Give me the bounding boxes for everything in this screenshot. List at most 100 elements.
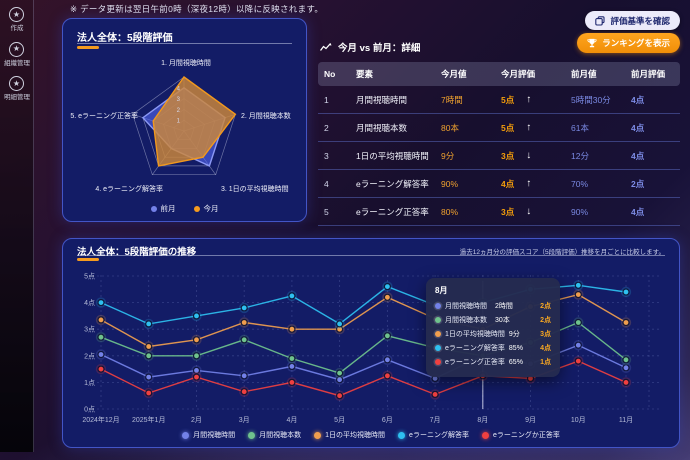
data-point[interactable] [240, 318, 248, 327]
data-point[interactable] [622, 364, 630, 372]
data-point[interactable] [383, 372, 391, 380]
data-point[interactable] [622, 288, 630, 296]
trend-down-icon: ↓ [526, 206, 532, 217]
data-point[interactable] [431, 390, 439, 398]
data-point[interactable] [97, 316, 105, 324]
data-point[interactable] [383, 293, 391, 301]
data-point[interactable] [288, 354, 296, 363]
x-axis-label: 11月 [619, 416, 633, 424]
data-point[interactable] [288, 292, 296, 300]
ranking-button[interactable]: ランキングを表示 [577, 33, 680, 53]
radar-ring-label: 4 [177, 86, 181, 92]
row-element: 月間視聴時間 [356, 94, 408, 105]
data-point[interactable] [622, 318, 630, 327]
data-point[interactable] [622, 356, 630, 364]
row-current-value: 9分 [441, 150, 455, 161]
data-point[interactable] [145, 373, 153, 381]
data-point[interactable] [240, 388, 248, 396]
star-circle-icon: ★ [9, 41, 24, 57]
star-circle-icon: ★ [9, 7, 24, 22]
trend-legend-item-eラーニング解答率[interactable]: eラーニング解答率 [398, 430, 469, 440]
data-point[interactable] [288, 362, 296, 371]
trend-panel-subtitle: 過去12ヵ月分の評価スコア（5段階評価）推移を月ごとに比較します。 [459, 249, 665, 256]
radar-legend-item-今月[interactable]: 今月 [193, 203, 219, 214]
data-point[interactable] [574, 291, 582, 299]
row-prev-value: 70% [571, 178, 589, 189]
data-point[interactable] [192, 336, 201, 344]
trend-legend-item-月間視聴時間[interactable]: 月間視聴時間 [182, 430, 235, 440]
data-point[interactable] [288, 325, 296, 333]
row-current-value: 90% [441, 178, 459, 189]
table-row: 4 eラーニング解答率 90% 4点 ↑ 70% 2点 [318, 170, 680, 198]
data-point[interactable] [622, 378, 630, 387]
x-axis-label: 2025年1月 [132, 415, 165, 424]
tooltip-row: 月間視聴時間 2時間 2点 [435, 301, 551, 311]
sidebar-item-明細管理[interactable]: ★ 明細管理 [0, 76, 33, 102]
title-accent-bar [77, 46, 99, 49]
row-no: 5 [324, 206, 329, 217]
ranking-button-label: ランキングを表示 [602, 38, 670, 48]
data-point[interactable] [240, 372, 248, 380]
data-point[interactable] [97, 350, 105, 359]
y-axis-label: 1点 [84, 379, 95, 387]
row-current-value: 80% [441, 206, 459, 217]
trend-legend-item-月間視聴本数[interactable]: 月間視聴本数 [248, 430, 301, 440]
data-point[interactable] [192, 312, 201, 320]
data-point[interactable] [145, 320, 153, 328]
row-prev-score: 4点 [631, 94, 645, 105]
tooltip-series-label: 月間視聴時間 [445, 303, 487, 310]
data-point[interactable] [574, 318, 582, 327]
score-value: 4点 [501, 178, 515, 189]
tooltip-series-label: 月間視聴本数 [445, 317, 487, 324]
data-point[interactable] [97, 298, 105, 307]
tooltip-score: 2点 [540, 303, 551, 310]
legend-label: 月間視聴時間 [193, 432, 236, 439]
data-point[interactable] [336, 392, 344, 400]
data-point[interactable] [383, 356, 391, 364]
row-element: 1日の平均視聴時間 [356, 150, 429, 161]
trend-down-icon: ↓ [526, 150, 532, 161]
comparison-table: No 要素 今月値 今月評価 前月値 前月評価 1 月間視聴時間 7時間 5点 ↑ 5時間30分 4点… [318, 62, 680, 226]
data-point[interactable] [288, 378, 296, 387]
trend-legend-item-1日の平均視聴時間[interactable]: 1日の平均視聴時間 [314, 430, 385, 440]
row-prev-value: 61本 [571, 122, 589, 133]
sidebar: ★ 作成 ★ 組織管理 ★ 明細管理 [0, 0, 34, 452]
sidebar-item-作成[interactable]: ★ 作成 [0, 7, 33, 33]
data-point[interactable] [574, 357, 582, 365]
data-point[interactable] [336, 369, 344, 377]
data-point[interactable] [574, 341, 582, 349]
data-point[interactable] [336, 376, 344, 384]
data-point[interactable] [145, 352, 153, 360]
data-point[interactable] [145, 389, 153, 397]
x-axis-label: 10月 [571, 416, 586, 424]
criteria-button[interactable]: 評価基準を確認 [585, 11, 680, 30]
data-point[interactable] [383, 283, 391, 291]
data-point[interactable] [192, 352, 201, 360]
data-point[interactable] [145, 342, 153, 351]
data-point[interactable] [240, 336, 248, 344]
trend-legend-item-eラーニングか正答率[interactable]: eラーニングか正答率 [481, 430, 560, 440]
data-point[interactable] [192, 373, 201, 381]
data-point[interactable] [336, 320, 344, 328]
sidebar-item-組織管理[interactable]: ★ 組織管理 [0, 41, 33, 68]
row-current-score: 4点 ↑ [495, 178, 565, 190]
tooltip-score: 3点 [540, 331, 551, 338]
data-point[interactable] [97, 365, 105, 373]
score-value: 5点 [501, 94, 515, 105]
trophy-icon [587, 38, 597, 47]
radar-legend-item-前月[interactable]: 前月 [150, 203, 176, 214]
data-point[interactable] [97, 333, 105, 341]
radar-axis-label: 4. eラーニング解答率 [95, 184, 163, 193]
tooltip-series-dot [435, 359, 441, 365]
data-update-note: ※ データ更新は翌日午前0時（深夜12時）以降に反映されます。 [70, 4, 324, 14]
data-point[interactable] [192, 366, 201, 375]
data-point[interactable] [240, 304, 248, 312]
tooltip-row: 1日の平均視聴時間 9分 3点 [435, 329, 551, 339]
row-current-score: 3点 ↓ [495, 150, 565, 162]
tooltip-row: 月間視聴本数 30本 2点 [435, 315, 551, 325]
chart-tooltip: 8月 月間視聴時間 2時間 2点 月間視聴本数 30本 2点 1日の平均視聴時間 9分 3点 eラ… [426, 278, 560, 377]
data-point[interactable] [383, 332, 391, 340]
data-point[interactable] [574, 281, 582, 289]
radar-panel: 法人全体：5段階評価 1 2 3 4 1. 月間視聴時間 2. 月間視聴本数 3. 1日の平… [62, 18, 307, 222]
row-current-score: 5点 ↑ [495, 94, 565, 106]
